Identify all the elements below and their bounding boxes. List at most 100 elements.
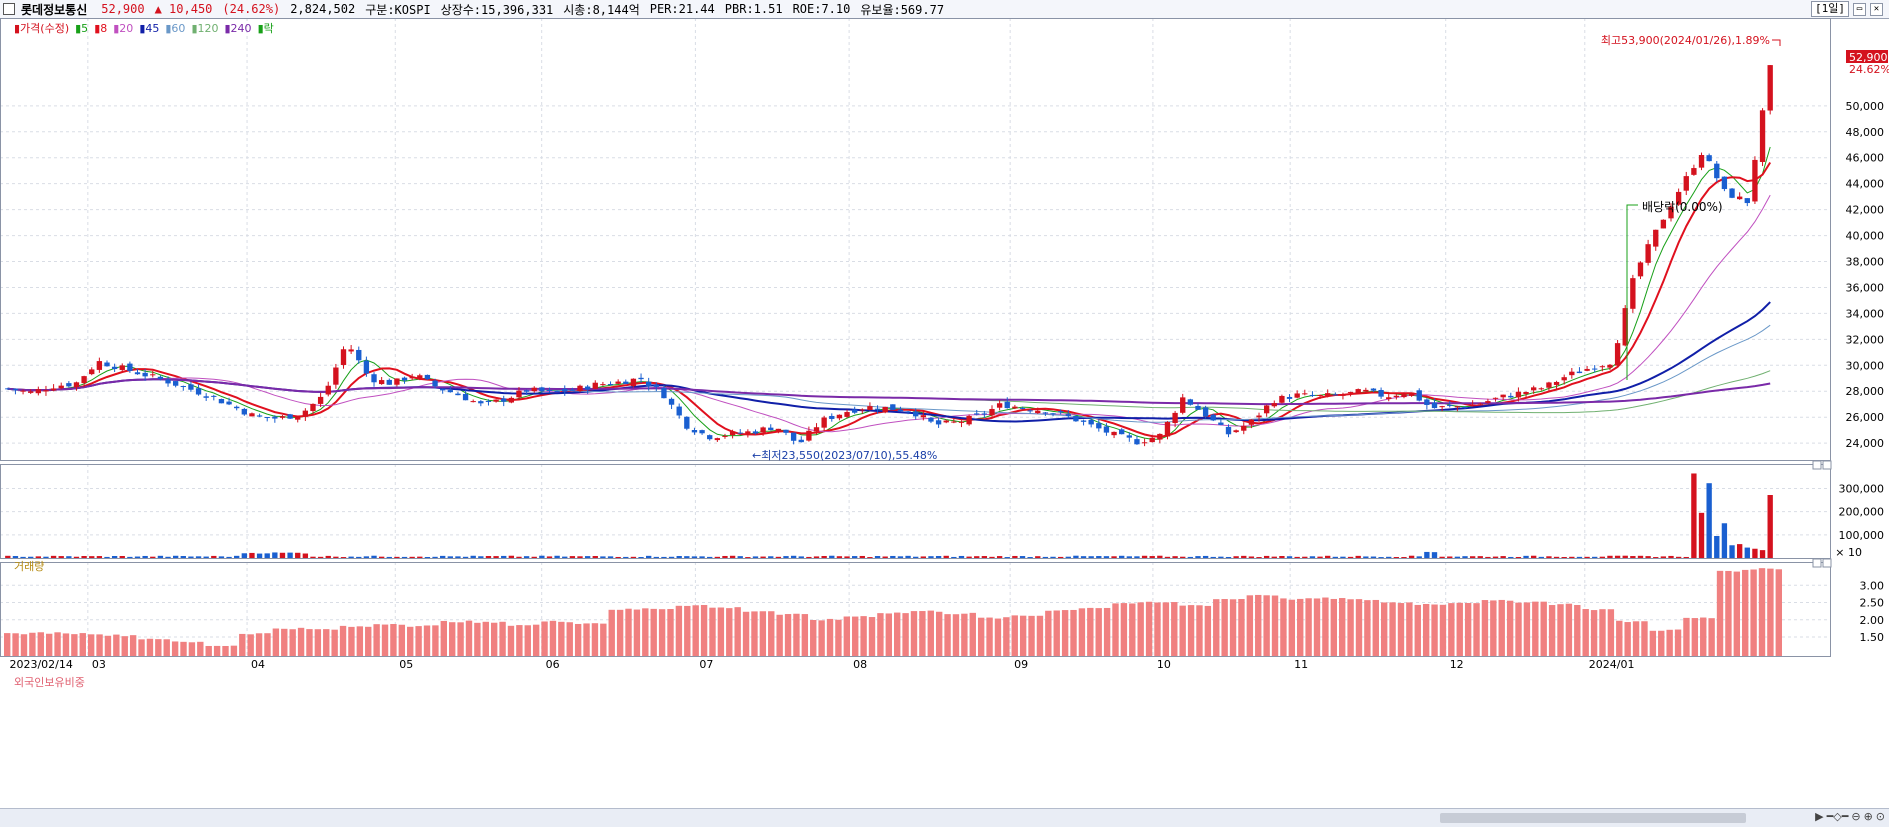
candle-body [905, 411, 911, 413]
foreign-bar [1204, 605, 1212, 656]
foreign-bar [213, 645, 221, 656]
scroll-thumb[interactable] [1440, 813, 1746, 823]
candle-body [1759, 110, 1766, 162]
volume-unit: × 10 [1835, 546, 1862, 559]
volume-bar [1752, 548, 1758, 558]
volume-bar [1408, 555, 1415, 558]
volume-bar [241, 553, 247, 558]
zoom-in-icon[interactable]: ⊕ [1863, 810, 1873, 823]
foreign-bar [230, 645, 238, 656]
candle-body [66, 383, 72, 387]
volume-bar [531, 556, 537, 558]
foreign-bar [1532, 601, 1539, 656]
stock-chart[interactable]: 24,000 26,000 28,000 30,000 32,000 34,000 36,0… [0, 18, 1889, 808]
minimize-icon[interactable]: ▭ [1853, 2, 1866, 16]
volume-bar [1347, 556, 1354, 558]
volume-bar [1057, 556, 1064, 558]
scroll-right-icon[interactable]: ▶ [1815, 810, 1824, 823]
candle-body [440, 388, 446, 391]
time-scrollbar[interactable]: ▶ ━◇━ ⊖ ⊕ ⊙ [0, 808, 1889, 827]
volume-bar [584, 556, 591, 558]
volume-bar [798, 556, 804, 558]
price-tick-label: 44,000 [1846, 178, 1885, 191]
volume-bar [287, 552, 293, 558]
candle-body [1378, 389, 1384, 397]
foreign-bar [1490, 600, 1497, 656]
foreign-bar [1708, 618, 1715, 656]
candle-body [1744, 198, 1750, 204]
foreign-bar [255, 633, 263, 656]
foreign-bar [398, 624, 406, 656]
volume-bar [501, 555, 507, 558]
foreign-legend-label: 외국인보유비중 [14, 676, 85, 689]
foreign-bar [390, 624, 397, 656]
candle-body [272, 416, 278, 419]
candle-body [104, 362, 110, 367]
candle-body [523, 390, 530, 392]
candle-body [974, 413, 980, 415]
foreign-bar [734, 607, 741, 656]
candle-body [111, 366, 118, 370]
close-icon[interactable]: ✕ [1870, 2, 1883, 16]
price-tick-label: 48,000 [1846, 126, 1885, 139]
volume-bar [638, 557, 644, 558]
candle-body [356, 349, 362, 361]
volume-bar [1736, 544, 1743, 558]
candle-body [165, 379, 171, 384]
time-tick-label: 04 [251, 658, 265, 671]
zoom-out-icon[interactable]: ⊖ [1851, 810, 1861, 823]
foreign-bar [87, 634, 95, 656]
candle-body [1553, 381, 1560, 385]
foreign-bar [994, 618, 1002, 656]
candle-body [1073, 415, 1079, 422]
volume-bar [1714, 536, 1720, 558]
foreign-bar [541, 621, 548, 656]
checkbox-icon[interactable] [3, 3, 15, 15]
foreign-bar [1120, 603, 1128, 656]
candle-body [180, 386, 186, 388]
volume-bar [325, 555, 331, 558]
volume-bar [729, 555, 736, 558]
foreign-bar [129, 635, 137, 656]
candle-body [829, 415, 835, 419]
volume-bar [1325, 555, 1331, 558]
foreign-bar [1154, 602, 1161, 656]
stock-name[interactable]: 롯데정보통신 [21, 2, 88, 17]
candle-body [424, 374, 431, 380]
volume-bar [844, 556, 850, 558]
candle-body [401, 377, 408, 381]
foreign-ownership-bars [4, 568, 1782, 656]
foreign-bar [1481, 600, 1489, 656]
foreign-bar [339, 625, 347, 656]
candle-body [783, 429, 789, 433]
candle-body [1218, 422, 1224, 425]
volume-bar [340, 557, 347, 558]
zoom-slider-icon[interactable]: ━◇━ [1826, 810, 1849, 823]
candle-body [1126, 435, 1132, 438]
volume-bar [821, 555, 827, 558]
foreign-bar [1767, 568, 1774, 656]
volume-bar [668, 556, 675, 558]
volume-bar [897, 556, 904, 558]
volume-bar [1004, 557, 1010, 558]
zoom-reset-icon[interactable]: ⊙ [1875, 810, 1885, 823]
candle-body [363, 360, 370, 374]
candle-body [646, 381, 652, 387]
volume-bar [1218, 556, 1224, 558]
candle-body [531, 387, 537, 392]
volume-bar [806, 556, 812, 558]
candle-body [882, 406, 888, 413]
candle-body [821, 417, 827, 428]
price-tick-label: 50,000 [1846, 100, 1885, 113]
foreign-bar [1750, 569, 1757, 656]
candle-body [1279, 395, 1285, 403]
volume-bar [1119, 555, 1125, 558]
period-selector[interactable]: [1일] [1811, 1, 1849, 17]
low-annotation: ←최저23,550(2023/07/10),55.48% [752, 449, 937, 462]
candle-body [1309, 394, 1316, 396]
volume-bar [424, 556, 431, 558]
time-tick-label: 09 [1014, 658, 1028, 671]
foreign-bar [96, 634, 103, 656]
volume-bar [745, 557, 751, 558]
candle-body [1645, 244, 1651, 263]
